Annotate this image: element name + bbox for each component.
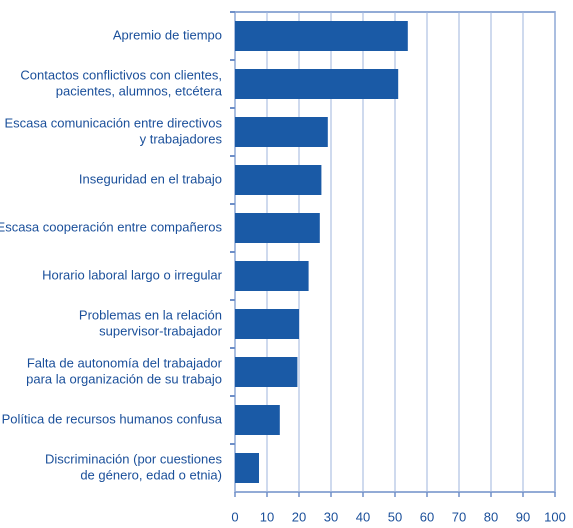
y-tick-label: Falta de autonomía del trabajador xyxy=(27,355,223,370)
bar xyxy=(235,453,259,483)
y-tick-label: pacientes, alumnos, etcétera xyxy=(56,83,223,98)
y-tick-label: Escasa comunicación entre directivos xyxy=(5,115,223,130)
bar xyxy=(235,69,399,99)
bar xyxy=(235,213,320,243)
x-tick-label: 60 xyxy=(420,509,434,524)
x-tick-label: 40 xyxy=(356,509,370,524)
bar xyxy=(235,261,309,291)
y-tick-label: Problemas en la relación xyxy=(79,307,222,322)
y-tick-label: Discriminación (por cuestiones xyxy=(45,451,223,466)
bar xyxy=(235,21,408,51)
y-tick-label: supervisor-trabajador xyxy=(99,323,223,338)
x-tick-label: 50 xyxy=(388,509,402,524)
y-tick-label: de género, edad o etnia) xyxy=(80,467,222,482)
x-tick-label: 20 xyxy=(292,509,306,524)
x-tick-label: 80 xyxy=(484,509,498,524)
y-tick-label: y trabajadores xyxy=(140,131,223,146)
x-tick-label: 30 xyxy=(324,509,338,524)
bar xyxy=(235,165,322,195)
x-tick-label: 0 xyxy=(231,509,238,524)
x-tick-label: 90 xyxy=(516,509,530,524)
y-tick-label: Política de recursos humanos confusa xyxy=(2,411,223,426)
bar xyxy=(235,357,298,387)
y-tick-label: Inseguridad en el trabajo xyxy=(79,171,222,186)
y-tick-label: Apremio de tiempo xyxy=(113,27,222,42)
y-tick-label: para la organización de su trabajo xyxy=(26,371,222,386)
y-tick-label: Horario laboral largo o irregular xyxy=(42,267,223,282)
x-tick-label: 100 xyxy=(544,509,566,524)
x-tick-label: 70 xyxy=(452,509,466,524)
y-tick-label: Escasa cooperación entre compañeros xyxy=(0,219,222,234)
bar xyxy=(235,405,280,435)
bar xyxy=(235,117,328,147)
x-tick-label: 10 xyxy=(260,509,274,524)
bar xyxy=(235,309,299,339)
y-tick-label: Contactos conflictivos con clientes, xyxy=(20,67,222,82)
